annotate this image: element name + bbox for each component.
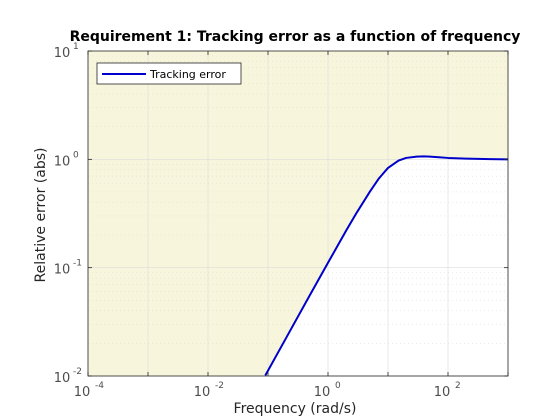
axes-box <box>87 50 509 377</box>
grid <box>87 51 509 377</box>
y-tick-label-exponent: 0 <box>73 150 79 160</box>
series-line-tracking-error <box>264 155 509 377</box>
y-tick-label-exponent: -2 <box>73 367 82 377</box>
ticks <box>87 50 509 377</box>
legend: Tracking error <box>96 62 242 85</box>
x-tick-label: 10 <box>194 385 211 400</box>
x-axis-label: Frequency (rad/s) <box>234 401 357 417</box>
x-tick-label-exponent: 0 <box>335 381 341 391</box>
x-tick-label: 10 <box>434 385 451 400</box>
x-tick-label-exponent: -4 <box>95 381 104 391</box>
y-tick-label: 10 <box>54 154 71 169</box>
chart-title: Requirement 1: Tracking error as a funct… <box>70 29 521 45</box>
y-tick-label-exponent: 1 <box>73 42 79 52</box>
x-tick-label-exponent: -2 <box>215 381 224 391</box>
x-tick-label-exponent: 2 <box>455 381 461 391</box>
y-tick-label-exponent: -1 <box>73 259 82 269</box>
y-tick-label: 10 <box>54 263 71 278</box>
x-tick-label: 10 <box>314 385 331 400</box>
plot-area <box>87 50 509 377</box>
x-tick-label: 10 <box>74 385 91 400</box>
legend-box <box>96 62 242 85</box>
legend-series-label: Tracking error <box>149 68 226 81</box>
y-axis-label: Relative error (abs) <box>33 148 49 283</box>
y-tick-label: 10 <box>54 46 71 61</box>
y-tick-label: 10 <box>54 371 71 386</box>
shaded-region <box>88 51 508 376</box>
